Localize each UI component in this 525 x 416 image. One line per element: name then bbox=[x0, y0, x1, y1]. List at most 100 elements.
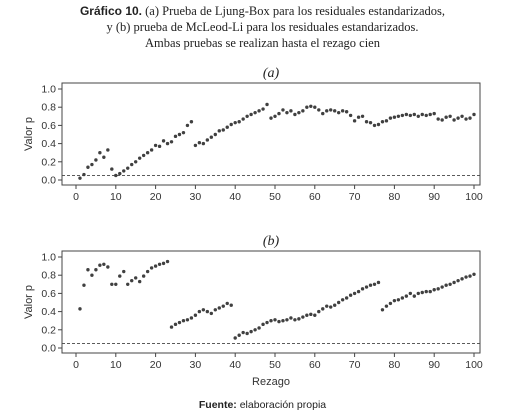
data-point bbox=[305, 105, 309, 109]
data-point bbox=[225, 301, 229, 306]
y-tick-label: 0.0 bbox=[41, 343, 56, 355]
data-point bbox=[253, 328, 257, 332]
data-point bbox=[265, 102, 269, 107]
data-point bbox=[177, 132, 182, 137]
data-point bbox=[460, 114, 464, 119]
data-point bbox=[102, 155, 106, 159]
data-point bbox=[114, 173, 118, 178]
data-point bbox=[313, 105, 317, 109]
data-point bbox=[301, 109, 305, 113]
data-point bbox=[336, 300, 341, 305]
data-point bbox=[440, 118, 444, 122]
y-tick-label: 0.6 bbox=[41, 288, 56, 300]
data-point bbox=[329, 305, 333, 309]
data-point bbox=[241, 117, 245, 121]
data-point bbox=[110, 167, 114, 171]
data-point bbox=[416, 114, 420, 119]
data-point bbox=[205, 309, 210, 314]
data-point bbox=[106, 265, 110, 269]
y-axis-title: Valor p bbox=[23, 117, 35, 151]
data-point bbox=[277, 111, 281, 116]
data-point bbox=[440, 285, 444, 289]
data-point bbox=[130, 278, 134, 283]
data-point bbox=[285, 110, 289, 115]
data-point bbox=[468, 274, 472, 278]
data-point bbox=[225, 125, 229, 129]
data-point bbox=[177, 320, 182, 325]
data-point bbox=[86, 165, 90, 169]
y-tick-label: 0.4 bbox=[41, 306, 56, 318]
data-point bbox=[428, 112, 432, 117]
data-point bbox=[472, 272, 476, 276]
data-point bbox=[372, 282, 377, 286]
data-point bbox=[98, 263, 102, 267]
y-axis-title: Valor p bbox=[23, 285, 35, 319]
data-point bbox=[102, 262, 106, 266]
x-tick-label: 40 bbox=[229, 191, 241, 203]
panel-title: (b) bbox=[263, 234, 280, 249]
data-point bbox=[82, 172, 86, 177]
data-point bbox=[145, 151, 150, 155]
data-point bbox=[336, 110, 341, 115]
data-point bbox=[472, 112, 476, 117]
data-point bbox=[452, 118, 456, 122]
data-point bbox=[221, 304, 225, 308]
data-point bbox=[165, 141, 170, 146]
data-point bbox=[161, 139, 166, 143]
data-point bbox=[329, 108, 333, 112]
data-point bbox=[269, 116, 273, 120]
data-point bbox=[432, 111, 436, 116]
data-point bbox=[249, 112, 253, 117]
data-point bbox=[305, 313, 309, 317]
data-point bbox=[384, 119, 389, 123]
x-tick-label: 80 bbox=[389, 191, 401, 203]
data-point bbox=[78, 307, 82, 311]
panel-a: (a) 0.0 0.2 0.4 0.6 0.8 1.0 0 10 20 30 40 50 60 70 80 90… bbox=[23, 66, 483, 203]
data-point bbox=[428, 289, 432, 294]
data-point bbox=[145, 269, 150, 274]
data-point bbox=[404, 294, 409, 298]
data-point bbox=[122, 269, 126, 274]
x-tick-label: 90 bbox=[428, 191, 440, 203]
data-point bbox=[333, 109, 337, 113]
data-point bbox=[257, 109, 261, 113]
data-point bbox=[153, 264, 158, 268]
data-point bbox=[229, 303, 233, 307]
data-point bbox=[189, 120, 194, 124]
data-point bbox=[293, 318, 297, 322]
x-tick-label: 10 bbox=[110, 359, 122, 371]
data-point bbox=[388, 301, 393, 306]
data-point bbox=[233, 120, 237, 125]
x-tick-label: 100 bbox=[465, 191, 483, 203]
x-tick-label: 60 bbox=[309, 191, 321, 203]
data-point bbox=[205, 138, 210, 142]
source-note: Fuente: elaboración propia bbox=[0, 399, 525, 411]
data-point bbox=[249, 329, 253, 334]
data-point bbox=[356, 289, 361, 294]
data-point bbox=[273, 114, 277, 119]
data-point bbox=[384, 304, 389, 308]
data-point bbox=[408, 291, 413, 296]
data-point bbox=[201, 308, 206, 312]
data-point bbox=[432, 288, 436, 292]
data-point bbox=[412, 294, 416, 298]
data-point bbox=[333, 303, 337, 307]
data-point bbox=[420, 290, 424, 295]
data-point bbox=[213, 132, 217, 137]
data-point bbox=[209, 135, 214, 139]
data-point bbox=[313, 313, 317, 317]
data-point bbox=[134, 276, 138, 280]
data-point bbox=[456, 278, 460, 283]
data-point bbox=[269, 319, 273, 323]
data-point bbox=[197, 140, 202, 145]
data-point bbox=[126, 166, 130, 170]
data-point bbox=[392, 298, 397, 303]
data-point bbox=[197, 309, 202, 314]
data-point bbox=[364, 120, 369, 124]
data-point bbox=[273, 318, 277, 322]
data-point bbox=[98, 151, 102, 155]
x-tick-label: 50 bbox=[269, 191, 281, 203]
x-tick-label: 50 bbox=[269, 359, 281, 371]
data-point bbox=[185, 123, 190, 128]
y-tick-label: 0.6 bbox=[41, 120, 56, 132]
